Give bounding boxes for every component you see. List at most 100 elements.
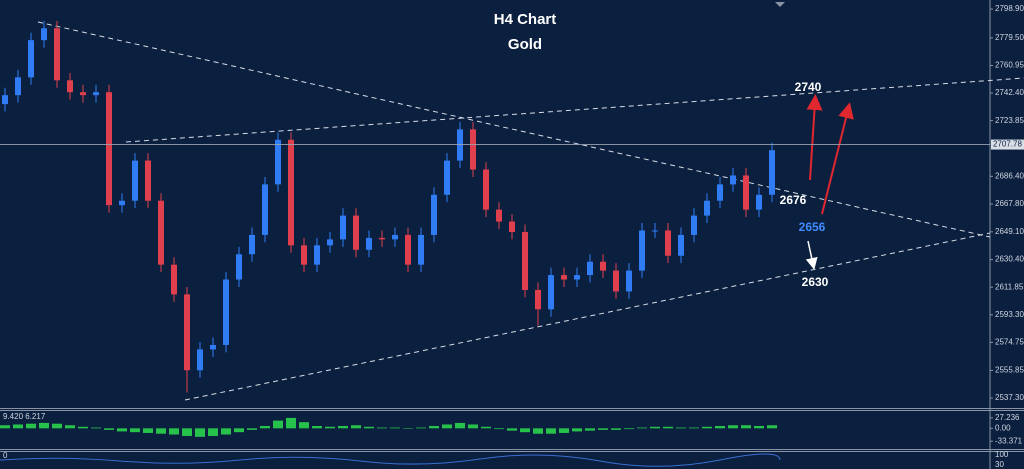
histogram-bar [312, 426, 322, 429]
arrow [806, 94, 823, 181]
candle-body [574, 275, 580, 280]
histogram-bar [143, 428, 153, 433]
histogram-bar [494, 428, 504, 430]
histogram-bar [676, 427, 686, 429]
candle-body [93, 92, 99, 96]
histogram-bar [754, 426, 764, 429]
indicator-tick-label: -33.371 [995, 436, 1023, 445]
candle-body [444, 160, 450, 195]
candle-body [548, 275, 554, 310]
histogram-bar [767, 425, 777, 429]
candle-body [600, 261, 606, 271]
oscillator-line [0, 453, 781, 467]
candle-body [171, 264, 177, 295]
candle-body [418, 234, 424, 265]
indicator-label: 9.420 6.217 [3, 412, 46, 421]
histogram-bar [559, 428, 569, 433]
candle-body [301, 245, 307, 265]
candle-body [717, 184, 723, 201]
candle-body [509, 221, 515, 232]
y-tick-label: 2742.40 [995, 88, 1024, 97]
candle-body [496, 209, 502, 222]
histogram-bar [520, 428, 530, 433]
histogram-bar [377, 427, 387, 429]
histogram-bar [546, 428, 556, 434]
histogram-bar [663, 426, 673, 429]
candle-body [67, 80, 73, 93]
arrow [805, 240, 818, 270]
candle-body [691, 215, 697, 235]
indicator-tick-label: 0.00 [995, 423, 1011, 432]
candle-body [652, 230, 658, 232]
candle-body [613, 270, 619, 292]
candle-body [379, 237, 385, 240]
histogram-bar [611, 428, 621, 430]
candle-body [249, 234, 255, 255]
histogram-bar [260, 426, 270, 429]
histogram-bar [182, 428, 192, 437]
annotation: 2630 [802, 275, 829, 289]
histogram-bar [208, 428, 218, 437]
candle-body [236, 254, 242, 280]
histogram-bar [624, 428, 634, 430]
histogram-bar [598, 428, 608, 430]
histogram-bar [741, 425, 751, 429]
histogram-bar [78, 426, 88, 429]
candle-body [535, 289, 541, 310]
histogram-bar [637, 427, 647, 429]
candle-body [119, 200, 125, 206]
candle-body [41, 28, 47, 41]
candle-body [2, 95, 8, 105]
y-tick-label: 2779.50 [995, 33, 1024, 42]
histogram-bar [364, 426, 374, 429]
candle-body [145, 160, 151, 201]
y-tick-label: 2649.10 [995, 227, 1024, 236]
candle-body [262, 184, 268, 235]
trend-line [37, 21, 991, 238]
histogram-bar [65, 425, 75, 429]
histogram-bar [273, 420, 283, 429]
histogram-bar [533, 428, 543, 434]
histogram-bar [585, 428, 595, 431]
y-tick-label: 2593.30 [995, 310, 1024, 319]
histogram-bar [455, 422, 465, 429]
annotation: 2676 [780, 193, 807, 207]
candle-body [80, 92, 86, 96]
histogram-bar [390, 427, 400, 429]
histogram-bar [442, 424, 452, 429]
candle-body [340, 215, 346, 240]
annotation: 2656 [799, 220, 826, 234]
candle-body [106, 92, 112, 206]
histogram-bar [728, 425, 738, 429]
histogram-bar [117, 428, 127, 432]
last-price-label: 2707.78 [993, 140, 1022, 149]
candle-body [470, 129, 476, 170]
histogram-bar [403, 428, 413, 429]
histogram-bar [650, 426, 660, 429]
candle-body [626, 270, 632, 292]
shift-marker [775, 2, 785, 7]
last-price-box [991, 139, 1024, 150]
y-tick-label: 2723.85 [995, 116, 1024, 125]
oscillator-tick-label: 30 [995, 460, 1004, 469]
candle-body [756, 194, 762, 210]
histogram-bar [702, 426, 712, 429]
candle-body [184, 294, 190, 371]
candle-body [405, 234, 411, 265]
candle-body [288, 139, 294, 246]
candle-body [483, 169, 489, 210]
histogram-bar [130, 428, 140, 433]
candle-body [743, 175, 749, 210]
oscillator-label: 0 [3, 451, 8, 460]
candle-body [353, 215, 359, 250]
candle-body [132, 160, 138, 201]
y-tick-label: 2574.75 [995, 337, 1024, 346]
chart-subtitle: Gold [508, 36, 542, 53]
histogram-bar [689, 427, 699, 429]
y-tick-label: 2630.40 [995, 255, 1024, 264]
histogram-bar [507, 428, 517, 431]
candle-body [275, 139, 281, 185]
histogram-bar [416, 427, 426, 429]
candle-body [314, 245, 320, 265]
